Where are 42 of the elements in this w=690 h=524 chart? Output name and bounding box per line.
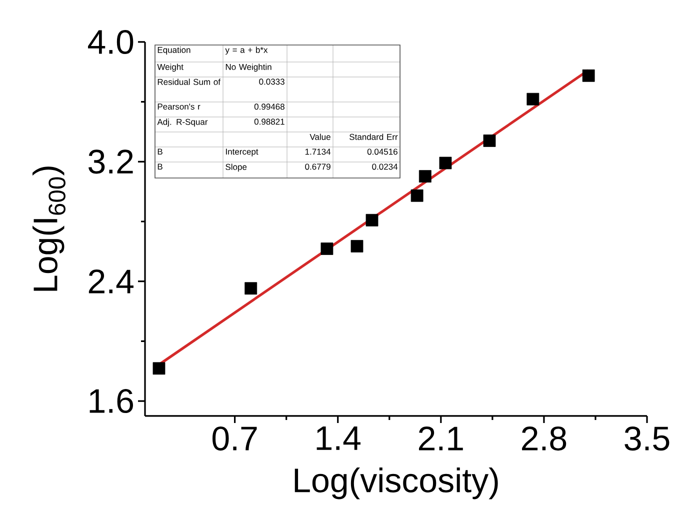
annotation: 0.04516 [367, 148, 398, 155]
annotation: 0.0333 [259, 78, 284, 85]
annotation: Pearson's r [158, 104, 200, 110]
annotation: B [158, 148, 162, 155]
annotation: Slope [226, 164, 247, 172]
y-tick-label: 2.4 [88, 269, 134, 294]
y-tick-label: 3.2 [88, 150, 133, 174]
y-tick-label: 1.6 [90, 388, 133, 414]
point [152, 362, 166, 375]
x-tick-label: 3.5 [624, 426, 670, 451]
annotation: 0.6779 [305, 164, 330, 170]
annotation: 1.7134 [305, 148, 331, 155]
point [526, 92, 540, 106]
x-tick-label: 2.1 [418, 426, 463, 450]
annotation: Intercept [226, 148, 258, 156]
annotation: 0.98821 [254, 118, 284, 125]
annotation: Adj. R-Squar [157, 118, 208, 127]
annotation: 0.0234 [372, 164, 398, 170]
annotation: Weight [157, 64, 184, 72]
annotation: No Weightin [226, 64, 272, 72]
x-axis-title: Log(viscosity) [294, 468, 498, 500]
point [418, 170, 432, 183]
annotation: Equation [158, 46, 190, 55]
x-tick-label: 2.8 [522, 426, 566, 451]
x-tick-label: 0.7 [212, 426, 257, 451]
point [582, 69, 595, 82]
annotation: 0.99468 [254, 104, 284, 110]
point [350, 240, 364, 252]
annotation: Standard Err [350, 134, 398, 140]
y-tick-label: 4.0 [88, 30, 134, 54]
point [483, 134, 496, 147]
point [244, 282, 258, 295]
point [439, 156, 452, 170]
point [410, 189, 424, 202]
point [366, 214, 378, 226]
annotation: Value [310, 134, 330, 140]
point [320, 242, 334, 255]
annotation: Residual Sum of [158, 78, 221, 85]
y-axis-title: Log(I$_{600}$) [32, 166, 66, 291]
annotation: B [158, 164, 162, 170]
annotation: y = a + b*x [225, 46, 268, 55]
x-tick-label: 1.4 [316, 426, 360, 450]
